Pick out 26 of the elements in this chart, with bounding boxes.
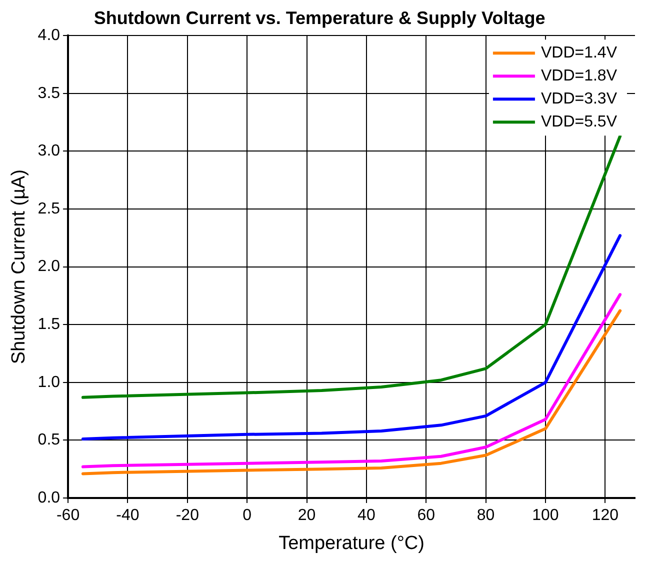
x-tick-label: 0 xyxy=(242,507,252,524)
x-tick-label: 40 xyxy=(358,507,376,524)
y-tick-label: 4.0 xyxy=(38,27,60,44)
x-tick-label: 100 xyxy=(532,507,559,524)
x-tick-label: -60 xyxy=(56,507,80,524)
legend-label: VDD=1.4V xyxy=(540,44,618,62)
x-tick-label: 120 xyxy=(592,507,619,524)
y-tick-label: 0.5 xyxy=(38,432,60,449)
y-tick-label: 2.0 xyxy=(38,258,60,276)
chart-title: Shutdown Current vs. Temperature & Supply Voltage xyxy=(94,8,546,28)
x-tick-label: -20 xyxy=(176,507,200,524)
x-tick-label: 80 xyxy=(476,507,495,524)
y-tick-label: 3.5 xyxy=(38,84,60,102)
legend-label: VDD=5.5V xyxy=(540,114,618,131)
y-tick-label: 2.5 xyxy=(38,200,60,218)
legend-label: VDD=3.3V xyxy=(540,90,618,108)
x-tick-label: -40 xyxy=(116,507,140,524)
y-axis-title: Shutdown Current (µA) xyxy=(8,169,30,364)
legend-label: VDD=1.8V xyxy=(540,68,618,85)
y-tick-label: 3.0 xyxy=(38,142,60,160)
y-tick-label: 1.0 xyxy=(38,374,60,391)
x-axis-title: Temperature (°C) xyxy=(278,532,424,554)
y-tick-label: 0.0 xyxy=(38,489,60,506)
y-tick-label: 1.5 xyxy=(38,316,60,334)
x-tick-label: 60 xyxy=(417,507,436,524)
x-tick-label: 20 xyxy=(298,507,316,524)
